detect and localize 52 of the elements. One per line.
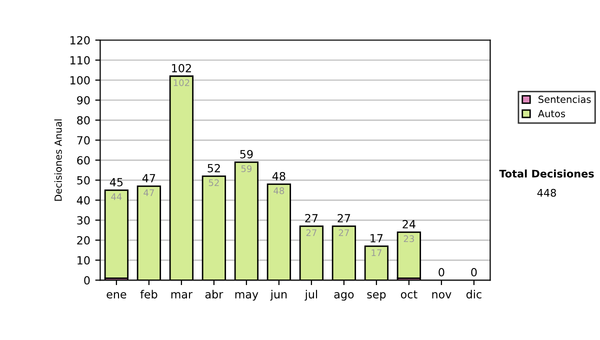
data-label: 59	[241, 165, 252, 172]
y-tick-label: 110	[70, 56, 90, 65]
x-tick-label: abr	[205, 290, 224, 298]
y-tick-label: 20	[77, 236, 90, 245]
y-tick-label: 100	[70, 76, 90, 85]
total-label: 48	[272, 172, 286, 180]
data-label: 52	[208, 179, 219, 186]
total-label: 0	[471, 268, 477, 276]
y-tick-label: 50	[77, 176, 90, 185]
total-label: 59	[240, 150, 253, 158]
data-label: 102	[174, 79, 190, 86]
text: Total Decisiones	[499, 170, 594, 178]
x-tick-label: dic	[466, 290, 482, 298]
x-tick-label: ago	[334, 292, 354, 301]
x-tick-label: feb	[140, 290, 158, 298]
x-tick-label: ene	[106, 292, 126, 298]
x-tick-label: nov	[432, 292, 452, 298]
total-label: 0	[438, 268, 444, 276]
data-label: 44	[111, 193, 122, 200]
x-tick-label: sep	[367, 292, 386, 301]
data-label: 17	[372, 249, 382, 256]
x-tick-label: oct	[400, 290, 418, 298]
data-label: 27	[306, 229, 316, 236]
y-tick-label: 30	[77, 216, 90, 225]
total-label: 27	[305, 214, 318, 222]
y-tick-label: 60	[77, 156, 90, 165]
data-label: 23	[404, 235, 414, 242]
total-label: 17	[370, 234, 383, 242]
x-tick-label: jun	[270, 290, 287, 301]
y-axis-title: Decisiones Anual	[54, 119, 62, 201]
total-label: 47	[142, 174, 156, 182]
total-label: 45	[110, 178, 123, 186]
data-label: 47	[144, 189, 154, 196]
y-tick-label: 40	[76, 196, 90, 205]
x-tick-label: may	[235, 292, 258, 301]
y-tick-label: 80	[77, 116, 90, 125]
y-tick-label: 0	[84, 276, 90, 285]
y-tick-label: 120	[70, 36, 90, 44]
y-tick-label: 10	[78, 256, 90, 265]
total-label: 27	[338, 214, 350, 222]
text: 448	[537, 188, 556, 197]
data-label: 27	[338, 229, 349, 236]
total-label: 102	[172, 64, 191, 72]
y-tick-label: 90	[77, 96, 90, 105]
legend-label: Autos	[538, 110, 566, 118]
total-label: 24	[402, 220, 416, 228]
legend-label: Sentencias	[538, 95, 591, 104]
data-label: 48	[274, 187, 284, 194]
y-tick-label: 70	[77, 136, 90, 145]
x-tick-label: mar	[171, 292, 193, 298]
x-tick-label: jul	[304, 290, 318, 301]
total-label: 52	[208, 164, 220, 172]
